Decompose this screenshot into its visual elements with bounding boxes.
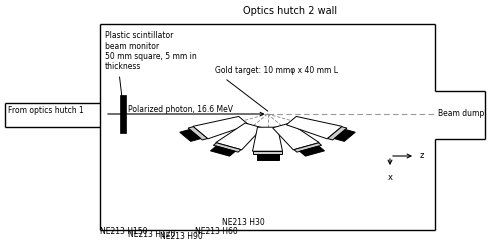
Text: NE213 H150: NE213 H150 <box>100 227 148 236</box>
Text: z: z <box>420 151 424 161</box>
Polygon shape <box>256 154 278 160</box>
Polygon shape <box>334 129 355 141</box>
Text: NE213 H60: NE213 H60 <box>195 227 238 236</box>
Polygon shape <box>188 127 208 140</box>
Polygon shape <box>272 123 319 150</box>
Text: NE213 H30: NE213 H30 <box>222 218 265 228</box>
Polygon shape <box>252 127 282 151</box>
Text: Optics hutch 2 wall: Optics hutch 2 wall <box>243 6 337 16</box>
Text: x: x <box>388 173 392 182</box>
Polygon shape <box>254 151 282 154</box>
Polygon shape <box>300 146 324 156</box>
Text: Gold target: 10 mmφ x 40 mm L: Gold target: 10 mmφ x 40 mm L <box>215 66 338 111</box>
Polygon shape <box>193 116 248 139</box>
Text: From optics hutch 1: From optics hutch 1 <box>8 106 83 115</box>
Polygon shape <box>328 127 347 140</box>
Polygon shape <box>286 116 342 139</box>
Text: Beam dump: Beam dump <box>438 109 484 118</box>
Polygon shape <box>210 146 236 156</box>
Text: NE213 H120: NE213 H120 <box>128 230 175 239</box>
Text: Plastic scintillator
beam monitor
50 mm square, 5 mm in
thickness: Plastic scintillator beam monitor 50 mm … <box>105 31 197 99</box>
Text: NE213 H90: NE213 H90 <box>160 232 203 240</box>
Bar <box>120 95 126 133</box>
Polygon shape <box>216 123 262 150</box>
Polygon shape <box>294 143 322 152</box>
Text: Polarized photon, 16.6 MeV: Polarized photon, 16.6 MeV <box>128 105 232 114</box>
Polygon shape <box>180 129 201 141</box>
Polygon shape <box>214 143 241 152</box>
